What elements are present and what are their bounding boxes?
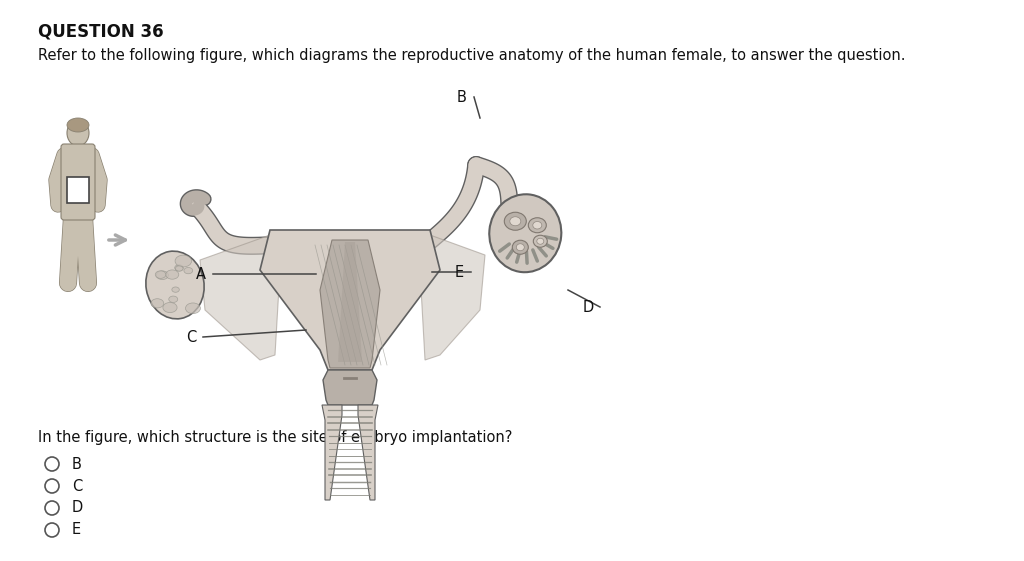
Ellipse shape xyxy=(172,287,179,292)
Text: In the figure, which structure is the site of embryo implantation?: In the figure, which structure is the si… xyxy=(38,430,512,445)
Circle shape xyxy=(45,479,59,493)
Ellipse shape xyxy=(156,271,166,278)
Text: A: A xyxy=(196,266,206,282)
Text: Refer to the following figure, which diagrams the reproductive anatomy of the hu: Refer to the following figure, which dia… xyxy=(38,48,905,63)
Ellipse shape xyxy=(537,238,544,244)
Text: B: B xyxy=(72,457,82,471)
Ellipse shape xyxy=(516,243,524,251)
Ellipse shape xyxy=(534,235,547,247)
Polygon shape xyxy=(358,405,378,500)
Polygon shape xyxy=(260,230,440,370)
Ellipse shape xyxy=(151,298,164,308)
Polygon shape xyxy=(322,405,342,500)
Polygon shape xyxy=(319,240,380,368)
Ellipse shape xyxy=(175,255,191,267)
Ellipse shape xyxy=(504,212,526,230)
Text: D: D xyxy=(72,500,83,516)
Ellipse shape xyxy=(532,222,542,229)
Ellipse shape xyxy=(510,217,521,226)
Ellipse shape xyxy=(512,240,528,254)
Text: D: D xyxy=(583,300,594,315)
FancyBboxPatch shape xyxy=(61,144,95,220)
Text: E: E xyxy=(72,522,81,537)
Circle shape xyxy=(45,501,59,515)
Text: C: C xyxy=(72,479,82,494)
Ellipse shape xyxy=(175,266,183,272)
Polygon shape xyxy=(420,235,485,360)
Polygon shape xyxy=(200,235,280,360)
Ellipse shape xyxy=(528,218,546,233)
Text: B: B xyxy=(457,90,467,104)
Text: E: E xyxy=(455,264,464,279)
Ellipse shape xyxy=(169,296,178,302)
Ellipse shape xyxy=(145,251,204,319)
Ellipse shape xyxy=(175,265,183,271)
Text: C: C xyxy=(186,329,197,344)
Text: QUESTION 36: QUESTION 36 xyxy=(38,22,164,40)
Ellipse shape xyxy=(157,271,168,279)
Circle shape xyxy=(45,523,59,537)
Bar xyxy=(67,177,89,203)
Ellipse shape xyxy=(489,194,561,272)
Polygon shape xyxy=(338,242,362,362)
Ellipse shape xyxy=(185,303,201,314)
Ellipse shape xyxy=(166,270,179,279)
Ellipse shape xyxy=(163,302,177,312)
Circle shape xyxy=(45,457,59,471)
Ellipse shape xyxy=(67,118,89,132)
Ellipse shape xyxy=(184,268,193,274)
Ellipse shape xyxy=(67,120,89,146)
Polygon shape xyxy=(323,370,377,405)
